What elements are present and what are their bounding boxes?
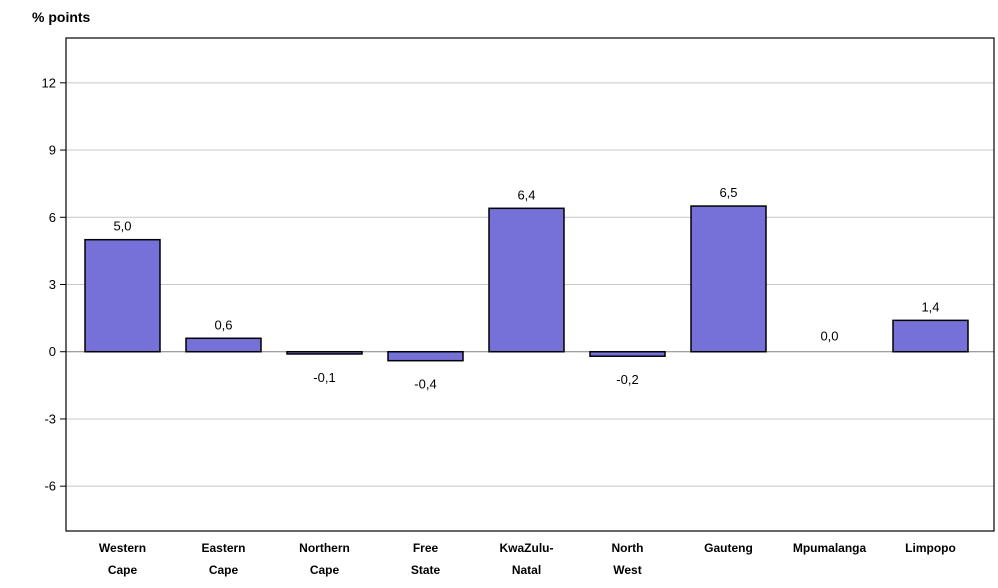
category-label: North West <box>612 541 644 577</box>
y-tick-label: 0 <box>49 344 56 359</box>
bar <box>488 207 565 353</box>
y-tick-label: 3 <box>49 277 56 292</box>
bar <box>84 238 161 353</box>
data-label: 5,0 <box>113 219 131 234</box>
bar <box>185 337 262 353</box>
category-label: KwaZulu-Natal <box>500 541 554 577</box>
y-tick-label: 6 <box>49 210 56 225</box>
y-tick-label: -3 <box>44 411 56 426</box>
bars <box>84 205 969 362</box>
category-labels: Western Cape Eastern Cape Northern Cape Free St… <box>99 541 956 577</box>
bar <box>892 319 969 353</box>
data-label: -0,4 <box>414 377 436 392</box>
bar <box>690 205 767 353</box>
data-labels: 5,0 0,6 -0,1 -0,4 6,4 -0,2 6,5 0,0 1,4 <box>113 185 939 392</box>
data-label: 6,4 <box>517 187 535 202</box>
category-label: Limpopo <box>905 541 956 555</box>
category-label: Eastern Cape <box>201 541 245 577</box>
category-label: Free State <box>411 541 441 577</box>
y-axis-label: % points <box>32 9 91 25</box>
bar <box>387 350 464 362</box>
data-label: -0,2 <box>616 372 638 387</box>
y-tick-label: 12 <box>42 75 56 90</box>
y-tick-labels: -6 -3 0 3 6 9 12 <box>42 75 66 494</box>
data-label: 0,0 <box>820 329 838 344</box>
data-label: 6,5 <box>719 185 737 200</box>
y-tick-label: 9 <box>49 143 56 158</box>
bar <box>286 350 363 355</box>
category-label: Northern Cape <box>299 541 350 577</box>
data-label: 1,4 <box>921 299 939 314</box>
data-label: -0,1 <box>313 370 335 385</box>
bar <box>589 350 666 357</box>
category-label: Gauteng <box>704 541 753 555</box>
category-label: Western Cape <box>99 541 146 577</box>
data-label: 0,6 <box>214 317 232 332</box>
y-tick-label: -6 <box>44 479 56 494</box>
category-label: Mpumalanga <box>793 541 867 555</box>
